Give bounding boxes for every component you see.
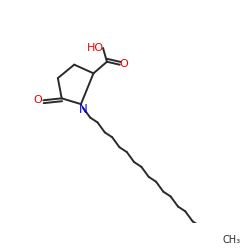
Text: CH₃: CH₃ [223,235,241,245]
Text: N: N [79,103,88,116]
Text: HO: HO [87,42,104,52]
Text: O: O [119,59,128,69]
Text: O: O [33,95,42,105]
